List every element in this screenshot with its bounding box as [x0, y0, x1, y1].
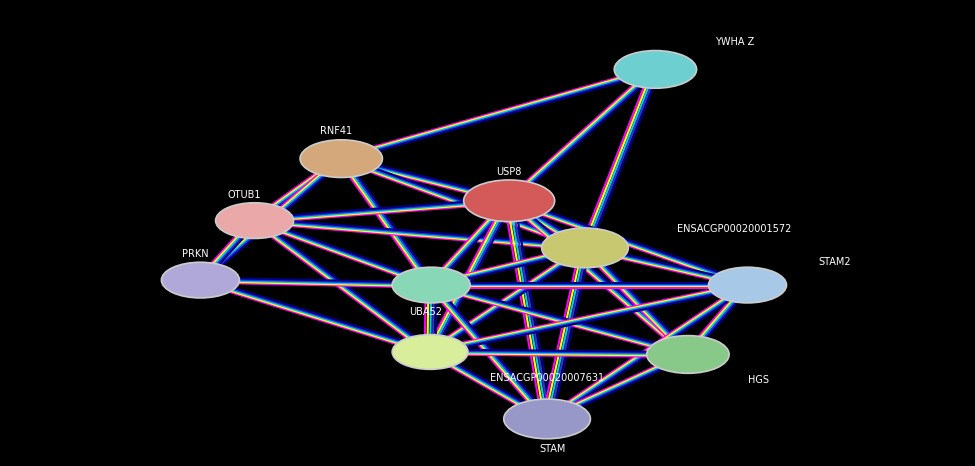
Text: UBA52: UBA52 [410, 307, 443, 317]
Text: ENSACGP00020001572: ENSACGP00020001572 [677, 224, 792, 234]
Circle shape [542, 228, 628, 267]
Circle shape [646, 336, 729, 373]
Circle shape [300, 140, 382, 178]
Circle shape [709, 267, 787, 303]
Text: PRKN: PRKN [181, 249, 209, 259]
Text: STAM2: STAM2 [818, 257, 850, 267]
Circle shape [464, 180, 555, 222]
Circle shape [614, 51, 696, 88]
Circle shape [392, 335, 468, 370]
Text: USP8: USP8 [496, 167, 522, 177]
Circle shape [504, 399, 591, 439]
Circle shape [392, 267, 470, 303]
Text: HGS: HGS [748, 375, 768, 385]
Text: ENSACGP00020007631: ENSACGP00020007631 [489, 373, 604, 383]
Text: STAM: STAM [539, 444, 566, 453]
Circle shape [215, 203, 293, 239]
Text: OTUB1: OTUB1 [227, 190, 260, 200]
Text: RNF41: RNF41 [320, 126, 352, 137]
Circle shape [162, 262, 240, 298]
Text: YWHA Z: YWHA Z [715, 37, 755, 47]
